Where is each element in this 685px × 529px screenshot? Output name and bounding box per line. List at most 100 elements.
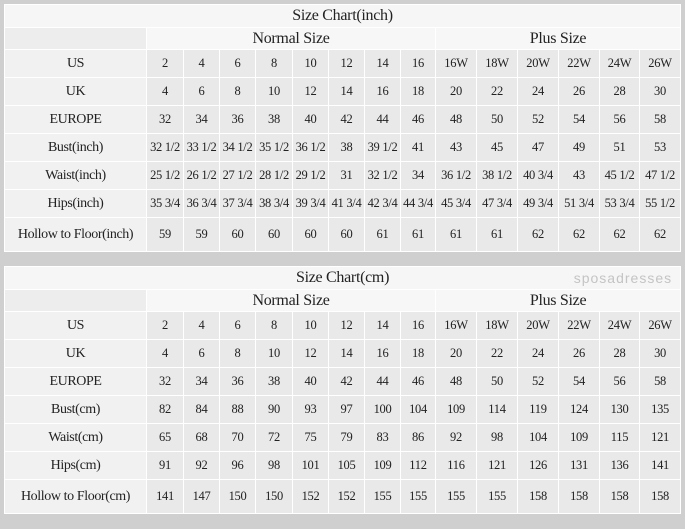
table-cell: 54	[558, 367, 600, 396]
table-cell: 61	[476, 217, 518, 252]
table-cell: 14	[364, 49, 401, 78]
table-cell: 115	[599, 423, 640, 452]
table-cell: 136	[599, 451, 640, 480]
table-cell: 47 3/4	[476, 189, 518, 218]
table-cell: 22W	[558, 311, 600, 340]
table-row: Hollow to Floor(cm) 141 147 150 150 152 152 155…	[4, 479, 682, 514]
table-cell: 61	[435, 217, 477, 252]
table-cell: 4	[146, 339, 184, 368]
table-cell: 35 3/4	[146, 189, 184, 218]
plus-size-header: Plus Size	[434, 289, 682, 312]
table-cell: 6	[219, 311, 256, 340]
table-cell: 50	[476, 105, 518, 134]
table-cell: 59	[146, 217, 184, 252]
row-label: Waist(cm)	[4, 423, 147, 452]
table-cell: 18W	[476, 311, 518, 340]
table-cell: 27 1/2	[219, 161, 256, 190]
table-cell: 22W	[558, 49, 600, 78]
table-row: Hollow to Floor(inch) 59 59 60 60 60 60 61 61 61 6…	[4, 217, 682, 252]
row-label: US	[4, 49, 147, 78]
row-label: Hollow to Floor(cm)	[4, 479, 147, 514]
table-cell: 10	[292, 49, 329, 78]
table-cell: 121	[638, 423, 682, 452]
table-cell: 68	[183, 423, 220, 452]
table-cell: 32	[146, 367, 184, 396]
table-cell: 14	[364, 311, 401, 340]
table-cell: 114	[476, 395, 518, 424]
table-cell: 42 3/4	[364, 189, 401, 218]
table-cell: 100	[364, 395, 401, 424]
table-cell: 121	[476, 451, 518, 480]
table-cell: 83	[364, 423, 401, 452]
table-cell: 55 1/2	[638, 189, 682, 218]
table-cell: 28 1/2	[255, 161, 293, 190]
table-cell: 6	[183, 77, 220, 106]
table-cell: 4	[183, 311, 220, 340]
table-cell: 44	[364, 105, 401, 134]
table-cell: 16	[364, 77, 401, 106]
table-cell: 2	[146, 311, 184, 340]
plus-size-header: Plus Size	[434, 27, 682, 50]
table-cell: 33 1/2	[183, 133, 220, 162]
table-cell: 14	[328, 339, 365, 368]
table-cell: 75	[292, 423, 329, 452]
table-cell: 54	[558, 105, 600, 134]
table-row: Waist(inch) 25 1/2 26 1/2 27 1/2 28 1/2 29 1/…	[4, 161, 682, 190]
table-cell: 56	[599, 367, 640, 396]
table-cell: 152	[328, 479, 365, 514]
table-cell: 109	[435, 395, 477, 424]
table-row: UK 4 6 8 10 12 14 16 18 20 22 24 26 28 30	[4, 77, 682, 106]
table-cell: 53 3/4	[599, 189, 640, 218]
table-cell: 155	[364, 479, 401, 514]
table-cell: 70	[219, 423, 256, 452]
table-cell: 22	[476, 339, 518, 368]
header-blank-cell	[4, 27, 147, 50]
table-cell: 12	[292, 339, 329, 368]
table-cell: 30	[638, 77, 682, 106]
table-cell: 105	[328, 451, 365, 480]
row-label: UK	[4, 77, 147, 106]
table-cell: 101	[292, 451, 329, 480]
table-cell: 126	[517, 451, 559, 480]
table-cell: 84	[183, 395, 220, 424]
table-cell: 62	[599, 217, 640, 252]
table-cell: 61	[400, 217, 436, 252]
table-cell: 10	[255, 77, 293, 106]
table-cell: 20	[435, 77, 477, 106]
table-cell: 32	[146, 105, 184, 134]
table-row: US 2 4 6 8 10 12 14 16 16W 18W 20W 22W 24W 26W	[4, 49, 682, 78]
table-cell: 39 3/4	[292, 189, 329, 218]
chart-title-cell: Size Chart(inch)	[3, 4, 682, 28]
table-row: EUROPE 32 34 36 38 40 42 44 46 48 50 52 54 56 58	[4, 367, 682, 396]
table-cell: 45	[476, 133, 518, 162]
table-cell: 32 1/2	[364, 161, 401, 190]
section-header-row: Normal Size Plus Size	[4, 27, 682, 50]
table-cell: 109	[558, 423, 600, 452]
table-cell: 30	[638, 339, 682, 368]
table-cell: 150	[219, 479, 256, 514]
row-label: Hips(inch)	[4, 189, 147, 218]
table-cell: 41 3/4	[328, 189, 365, 218]
table-cell: 60	[328, 217, 365, 252]
table-cell: 8	[255, 49, 293, 78]
table-cell: 36 1/2	[435, 161, 477, 190]
table-cell: 141	[638, 451, 682, 480]
table-cell: 18W	[476, 49, 518, 78]
table-cell: 147	[183, 479, 220, 514]
table-cell: 25 1/2	[146, 161, 184, 190]
table-cell: 26	[558, 77, 600, 106]
table-cell: 16	[364, 339, 401, 368]
table-cell: 135	[638, 395, 682, 424]
table-cell: 24W	[599, 49, 640, 78]
table-cell: 38 1/2	[476, 161, 518, 190]
table-cell: 26W	[638, 49, 682, 78]
chart-title-cell: Size Chart(cm) sposadresses	[3, 266, 682, 290]
table-cell: 40	[292, 105, 329, 134]
table-cell: 36	[219, 105, 256, 134]
table-cell: 36 3/4	[183, 189, 220, 218]
table-cell: 41	[400, 133, 436, 162]
table-cell: 50	[476, 367, 518, 396]
row-label: US	[4, 311, 147, 340]
table-cell: 56	[599, 105, 640, 134]
table-cell: 26	[558, 339, 600, 368]
